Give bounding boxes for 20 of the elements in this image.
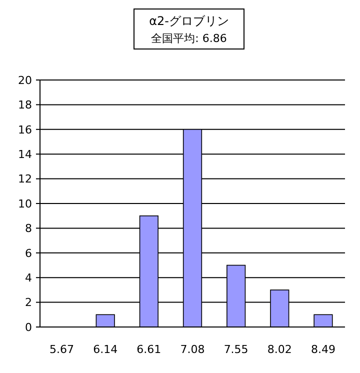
- chart-subtitle: 全国平均: 6.86: [151, 32, 227, 45]
- y-tick-label: 8: [25, 222, 32, 236]
- y-tick-label: 4: [25, 271, 32, 284]
- x-tick-label: 7.08: [180, 343, 205, 356]
- y-tick-label: 2: [25, 296, 32, 310]
- x-tick-label: 8.02: [267, 343, 292, 356]
- y-tick-label: 6: [25, 246, 32, 260]
- y-tick-label: 0: [25, 320, 32, 334]
- y-tick-label: 18: [18, 98, 32, 112]
- x-tick-label: 7.55: [224, 343, 248, 356]
- x-tick-label: 6.14: [93, 343, 118, 356]
- chart-title: α2-グロブリン: [149, 14, 229, 28]
- x-tick-label: 8.49: [310, 343, 336, 356]
- y-tick-label: 16: [18, 123, 32, 136]
- x-tick-label: 6.61: [136, 343, 162, 356]
- y-tick-label: 14: [18, 148, 32, 161]
- y-tick-label: 12: [18, 172, 32, 186]
- y-tick-label: 10: [18, 197, 32, 210]
- y-tick-label: 20: [18, 74, 32, 87]
- x-tick-label: 5.67: [50, 343, 74, 356]
